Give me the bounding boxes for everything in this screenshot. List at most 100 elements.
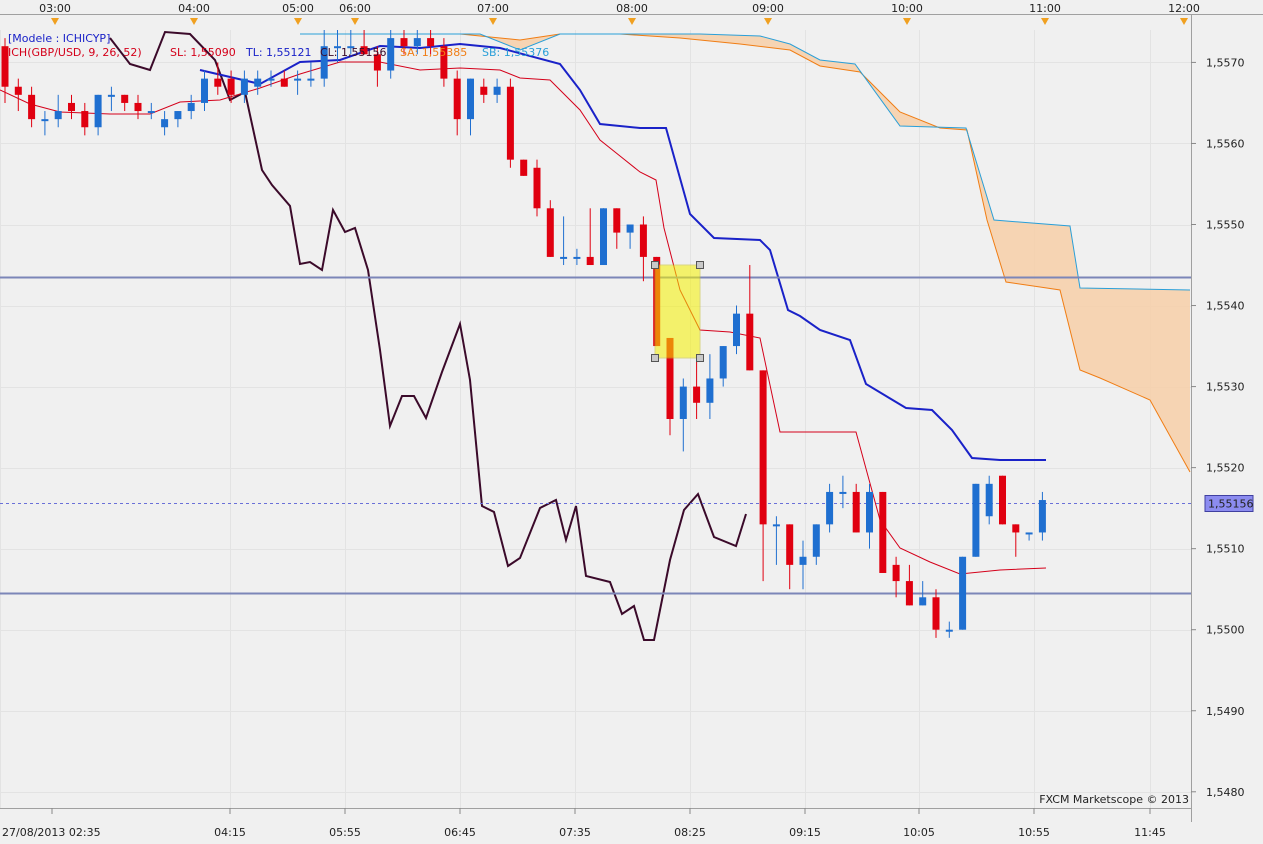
candle-body-up <box>413 38 421 47</box>
candle <box>1038 491 1046 541</box>
candle-body-down <box>373 54 381 71</box>
candle-body-up <box>254 78 262 87</box>
candle <box>214 62 222 95</box>
candle-body-up <box>560 256 568 259</box>
candle <box>892 556 900 598</box>
candle-body-up <box>1025 532 1033 535</box>
candle <box>586 208 594 266</box>
candle-body-down <box>427 38 435 47</box>
candle <box>413 30 421 55</box>
candle-body-up <box>347 46 355 49</box>
price-axis-label: 1,5540 <box>1206 300 1245 313</box>
top-axis-label: 04:00 <box>178 2 210 15</box>
bottom-axis-label: 11:45 <box>1134 826 1166 839</box>
selection[interactable] <box>651 261 704 362</box>
watermark-label: FXCM Marketscope © 2013 <box>1039 793 1189 806</box>
candle-body-up <box>719 346 727 379</box>
candle-body-up <box>812 524 820 557</box>
candle-body-down <box>759 370 767 525</box>
candle <box>427 30 435 55</box>
candle <box>560 216 568 266</box>
candle <box>440 38 448 87</box>
candle <box>826 483 834 533</box>
candle-body-up <box>147 111 155 114</box>
candle-body-down <box>693 386 701 403</box>
bottom-axis-label: 09:15 <box>789 826 821 839</box>
candle-body-up <box>826 491 834 525</box>
candle-body-up <box>972 483 980 557</box>
candle <box>839 475 847 509</box>
candle <box>1012 524 1020 557</box>
candle <box>799 540 807 590</box>
candle-body-up <box>679 386 687 419</box>
price-axis-label: 1,5510 <box>1206 543 1245 556</box>
session-marker-icon <box>1041 18 1049 25</box>
price-axis-label: 1,5520 <box>1206 462 1245 475</box>
candle-body-down <box>440 46 448 79</box>
candle-body-down <box>892 564 900 582</box>
candle <box>387 30 395 79</box>
candle-body-down <box>905 581 913 606</box>
candle-body-down <box>1 46 9 87</box>
candle-body-up <box>772 524 780 527</box>
legend: [Modele : ICHICYP]ICH(GBP/USD, 9, 26, 52… <box>8 32 549 59</box>
session-marker-icon <box>190 18 198 25</box>
candle <box>320 30 328 87</box>
top-axis-label: 09:00 <box>752 2 784 15</box>
candle <box>107 86 115 112</box>
selection-handle <box>696 354 704 362</box>
candle <box>959 556 967 630</box>
candle <box>520 159 528 176</box>
candle-body-up <box>187 102 195 112</box>
candle <box>772 516 780 565</box>
candle-body-down <box>932 597 940 630</box>
candle-body-up <box>467 78 474 120</box>
candle-body-down <box>28 94 36 120</box>
candle <box>972 483 980 557</box>
candle-body-up <box>107 94 115 97</box>
senkou-span-b-line <box>300 33 1191 291</box>
candle-body-up <box>307 78 315 81</box>
candle-body-up <box>294 78 302 81</box>
candle-body-up <box>866 491 873 533</box>
senkou-span-a-line <box>300 33 1191 473</box>
candle <box>307 62 315 87</box>
session-marker-icon <box>764 18 772 25</box>
session-marker-icon <box>51 18 59 25</box>
candle <box>54 94 62 128</box>
top-axis-label: 11:00 <box>1029 2 1061 15</box>
candle <box>147 102 155 120</box>
candle <box>94 94 102 136</box>
candle-body-up <box>600 208 607 266</box>
bottom-axis-label: 04:15 <box>214 826 246 839</box>
bottom-axis-label: 27/08/2013 02:35 <box>2 826 101 839</box>
candle <box>28 86 36 128</box>
legend-entry: ICH(GBP/USD, 9, 26, 52) <box>8 46 142 59</box>
candle <box>14 78 22 112</box>
candle-body-down <box>400 38 408 47</box>
price-axis-label: 1,5490 <box>1206 705 1245 718</box>
candle <box>68 94 75 120</box>
candle <box>493 78 501 103</box>
candle-body-up <box>41 119 49 122</box>
candle-body-up <box>54 111 62 120</box>
candle-body-down <box>134 102 142 112</box>
top-axis-label: 12:00 <box>1168 2 1200 15</box>
bottom-axis-label: 10:05 <box>903 826 935 839</box>
candle-body-down <box>506 86 514 160</box>
candle-body-down <box>360 46 368 55</box>
candle-body-up <box>919 597 927 606</box>
legend-entry: TL: 1,55121 <box>245 46 312 59</box>
price-axis-label: 1,5560 <box>1206 137 1245 150</box>
candle-body-down <box>533 167 541 209</box>
candle <box>121 94 129 112</box>
candle <box>866 483 873 549</box>
session-marker-icon <box>351 18 359 25</box>
candle-body-down <box>280 78 288 87</box>
candle-body-up <box>174 111 182 120</box>
candle-body-down <box>81 111 89 128</box>
candle-body-up <box>94 94 102 128</box>
candle-body-up <box>161 119 169 128</box>
candle <box>905 564 913 606</box>
